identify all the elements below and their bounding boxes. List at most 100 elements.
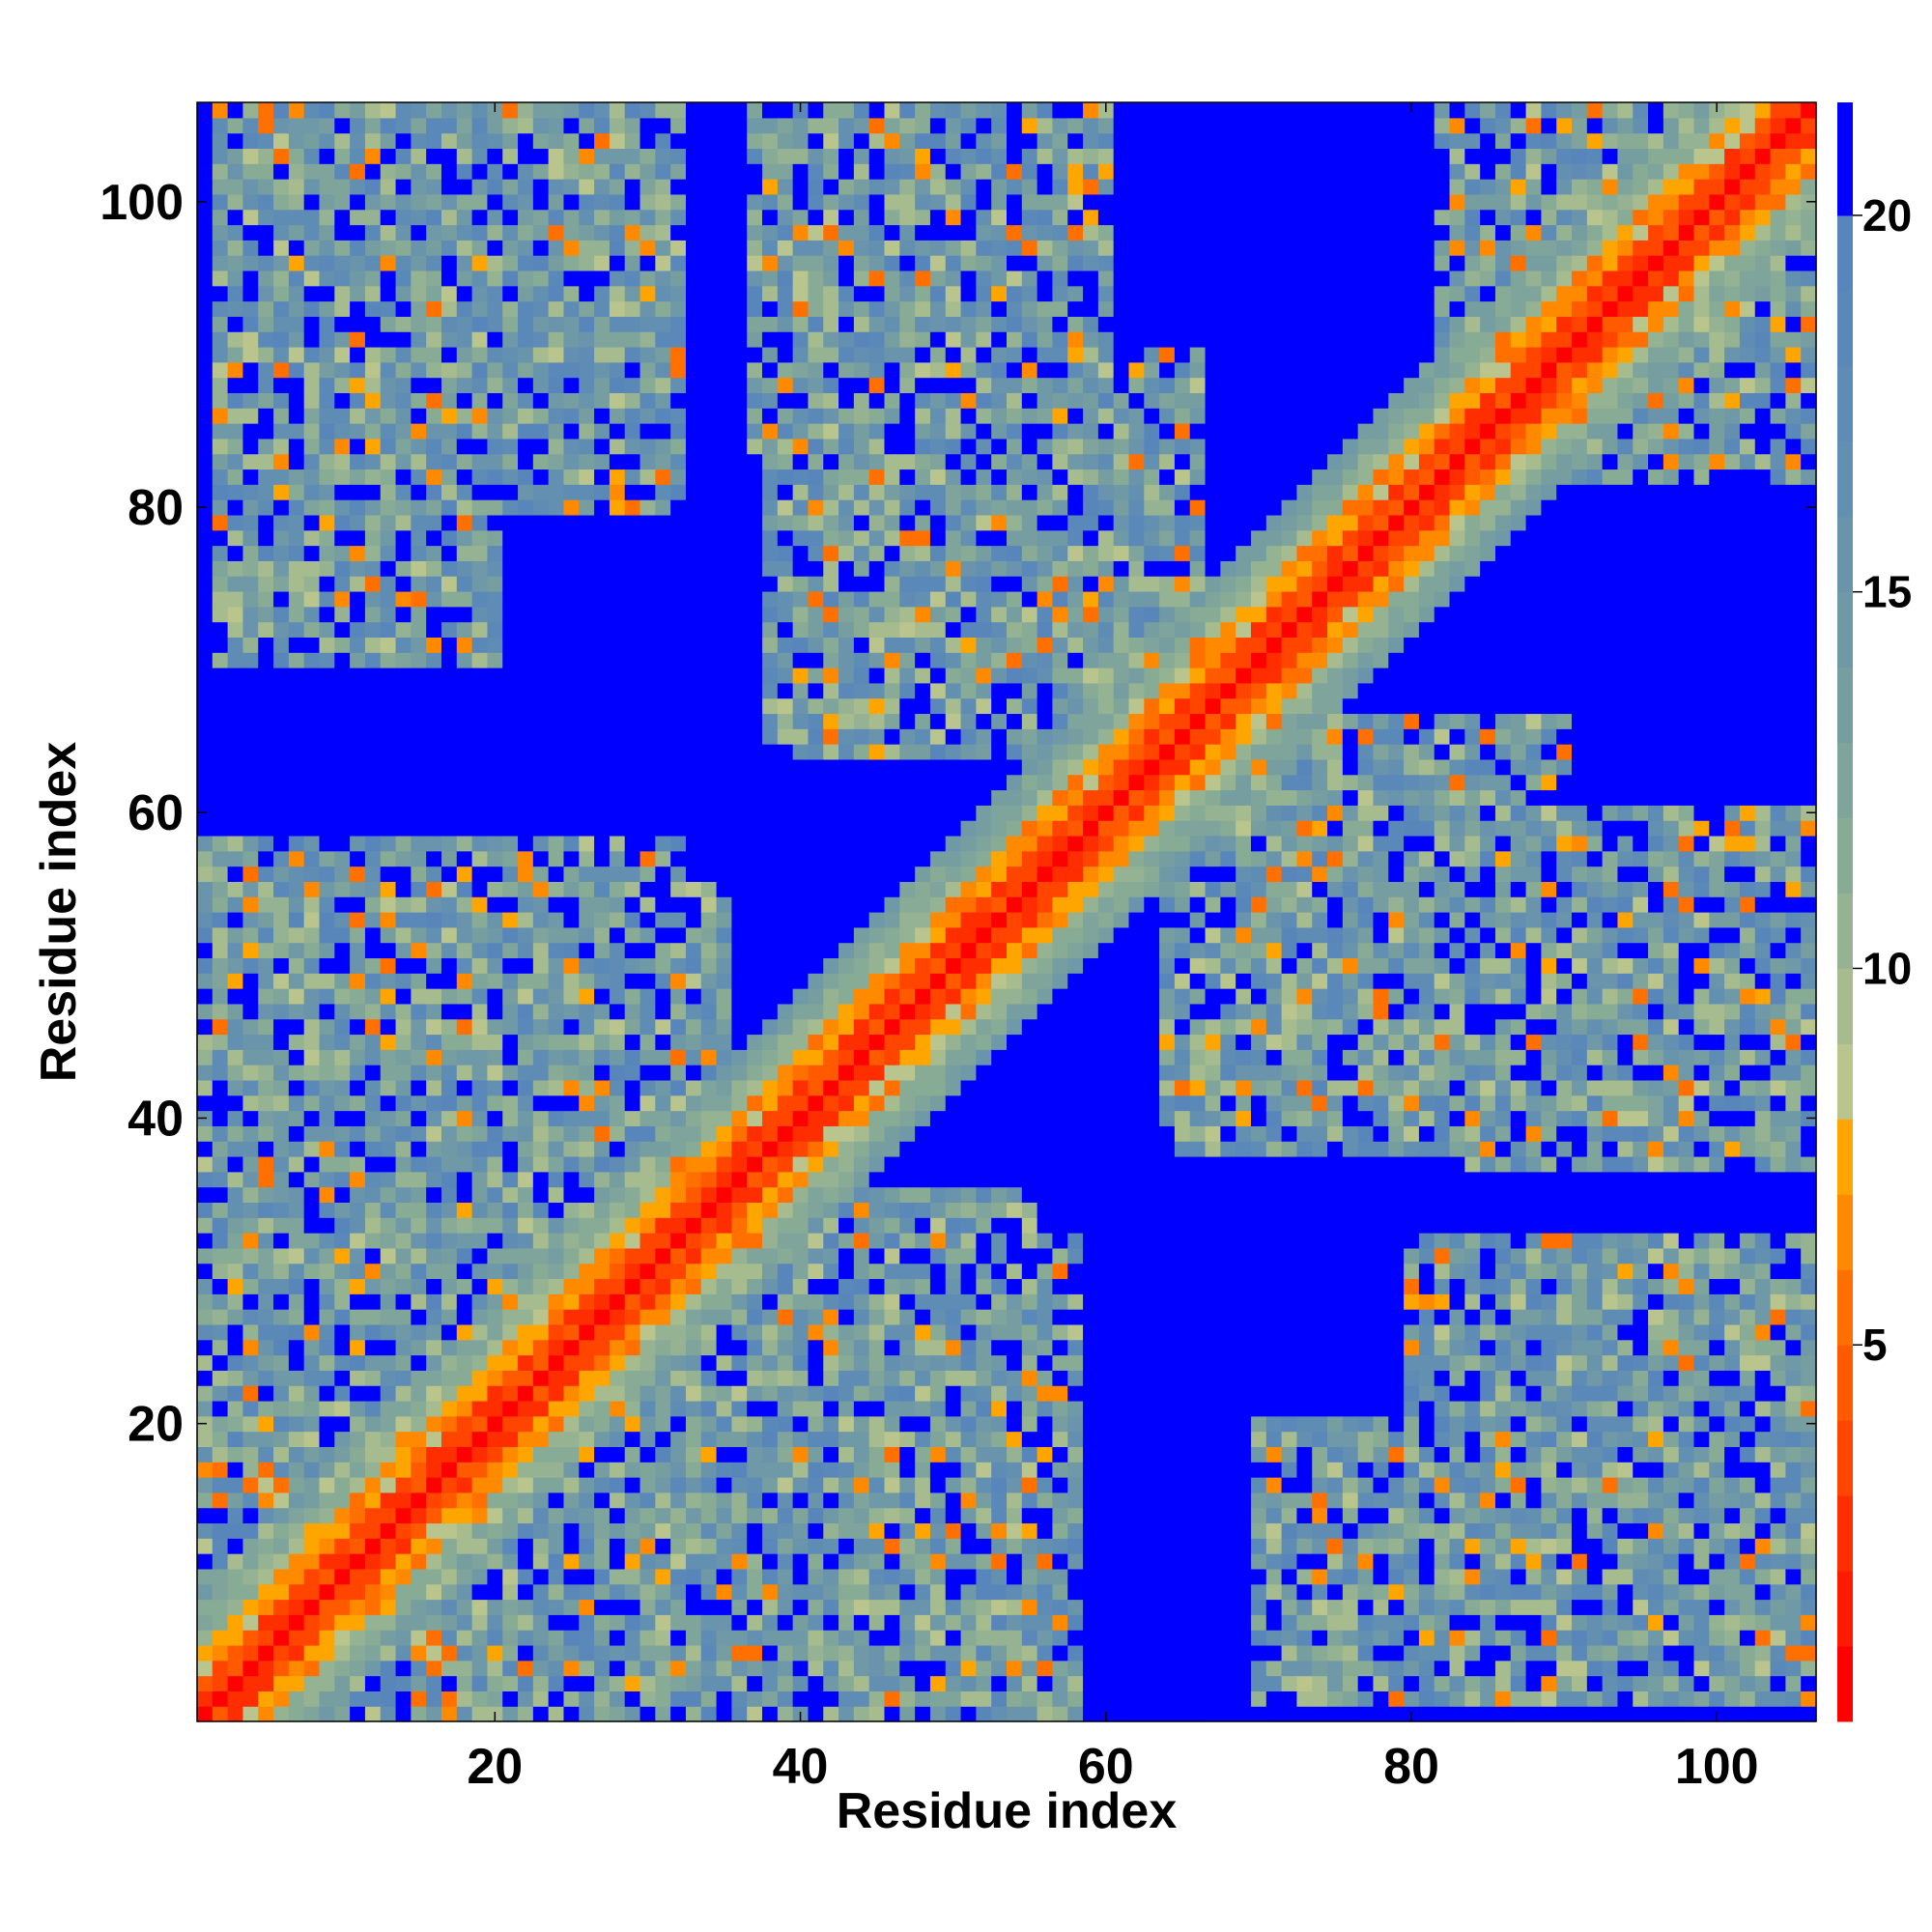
heatmap-cell xyxy=(777,361,794,379)
heatmap-cell xyxy=(685,117,702,134)
heatmap-cell xyxy=(853,529,870,547)
heatmap-cell xyxy=(823,1233,839,1249)
heatmap-cell xyxy=(288,1370,305,1386)
heatmap-cell xyxy=(288,1233,305,1249)
heatmap-cell xyxy=(212,621,229,638)
heatmap-cell xyxy=(502,1630,519,1646)
heatmap-cell xyxy=(411,835,427,852)
heatmap-cell xyxy=(853,1003,870,1020)
heatmap-cell xyxy=(579,423,595,440)
heatmap-cell xyxy=(258,1034,274,1050)
heatmap-cell xyxy=(440,637,458,653)
heatmap-cell xyxy=(364,942,382,959)
heatmap-cell xyxy=(487,1370,503,1386)
heatmap-cell xyxy=(762,1263,779,1280)
heatmap-cell xyxy=(242,896,259,913)
heatmap-cell xyxy=(350,682,366,699)
heatmap-cell xyxy=(884,209,900,226)
heatmap-cell xyxy=(242,392,259,409)
heatmap-cell xyxy=(518,545,534,561)
heatmap-cell xyxy=(532,529,550,547)
heatmap-cell xyxy=(609,1049,626,1065)
heatmap-cell xyxy=(395,1233,412,1249)
heatmap-cell xyxy=(716,758,732,776)
heatmap-cell xyxy=(334,1599,351,1615)
heatmap-cell xyxy=(487,117,503,134)
heatmap-cell xyxy=(639,866,656,882)
heatmap-cell xyxy=(471,1660,489,1677)
heatmap-cell xyxy=(334,117,351,134)
heatmap-cell xyxy=(334,881,351,897)
heatmap-cell xyxy=(548,255,565,271)
heatmap-cell xyxy=(792,774,810,791)
heatmap-cell xyxy=(197,728,213,745)
heatmap-cell xyxy=(670,1660,687,1677)
heatmap-cell xyxy=(273,652,290,668)
heatmap-cell xyxy=(212,1018,229,1036)
heatmap-cell xyxy=(518,1446,534,1463)
heatmap-cell xyxy=(762,576,779,592)
heatmap-cell xyxy=(838,193,855,211)
heatmap-cell xyxy=(395,1415,412,1433)
heatmap-cell xyxy=(670,1507,687,1524)
heatmap-cell xyxy=(502,1094,519,1112)
heatmap-cell xyxy=(334,1553,351,1570)
heatmap-cell xyxy=(716,789,732,806)
heatmap-cell xyxy=(303,957,321,974)
heatmap-cell xyxy=(563,285,580,302)
heatmap-cell xyxy=(762,453,779,470)
heatmap-cell xyxy=(487,270,503,287)
heatmap-cell xyxy=(258,117,274,134)
heatmap-cell xyxy=(747,758,763,776)
heatmap-cell xyxy=(364,1522,382,1539)
heatmap-cell xyxy=(242,682,259,699)
heatmap-cell xyxy=(242,499,259,516)
heatmap-cell xyxy=(502,805,519,821)
heatmap-cell xyxy=(685,423,702,440)
heatmap-cell xyxy=(456,423,473,440)
heatmap-cell xyxy=(853,1568,870,1585)
heatmap-cell xyxy=(792,744,810,760)
heatmap-cell xyxy=(273,637,290,653)
heatmap-cell xyxy=(518,240,534,256)
heatmap-cell xyxy=(212,1323,229,1341)
heatmap-cell xyxy=(853,1278,870,1294)
heatmap-cell xyxy=(411,1462,427,1478)
heatmap-cell xyxy=(395,346,412,363)
heatmap-cell xyxy=(639,1094,656,1112)
heatmap-cell xyxy=(242,285,259,302)
heatmap-cell xyxy=(747,835,763,852)
heatmap-cell xyxy=(440,1141,458,1157)
heatmap-cell xyxy=(868,713,886,729)
heatmap-cell xyxy=(624,1354,641,1371)
heatmap-cell xyxy=(808,697,824,715)
heatmap-cell xyxy=(319,316,335,332)
heatmap-cell xyxy=(258,300,274,317)
heatmap-cell xyxy=(426,1079,442,1096)
heatmap-cell xyxy=(518,117,534,134)
heatmap-cell xyxy=(487,209,503,226)
heatmap-cell xyxy=(899,1583,916,1601)
heatmap-cell xyxy=(685,285,702,302)
heatmap-cell xyxy=(899,621,916,638)
heatmap-cell xyxy=(502,117,519,134)
heatmap-cell xyxy=(319,423,335,440)
heatmap-cell xyxy=(258,1630,274,1646)
heatmap-cell xyxy=(639,1400,656,1417)
heatmap-cell xyxy=(716,1278,732,1294)
heatmap-cell xyxy=(502,1477,519,1493)
heatmap-cell xyxy=(899,576,916,592)
heatmap-cell xyxy=(380,912,397,928)
heatmap-cell xyxy=(518,560,534,577)
heatmap-cell xyxy=(471,606,489,623)
heatmap-cell xyxy=(716,117,732,134)
heatmap-cell xyxy=(380,926,397,944)
heatmap-cell xyxy=(242,300,259,317)
heatmap-cell xyxy=(532,484,550,500)
heatmap-cell xyxy=(685,1034,702,1050)
heatmap-cell xyxy=(808,682,824,699)
heatmap-cell xyxy=(288,881,305,897)
heatmap-cell xyxy=(273,392,290,409)
heatmap-cell xyxy=(197,1018,213,1036)
heatmap-cell xyxy=(609,148,626,164)
